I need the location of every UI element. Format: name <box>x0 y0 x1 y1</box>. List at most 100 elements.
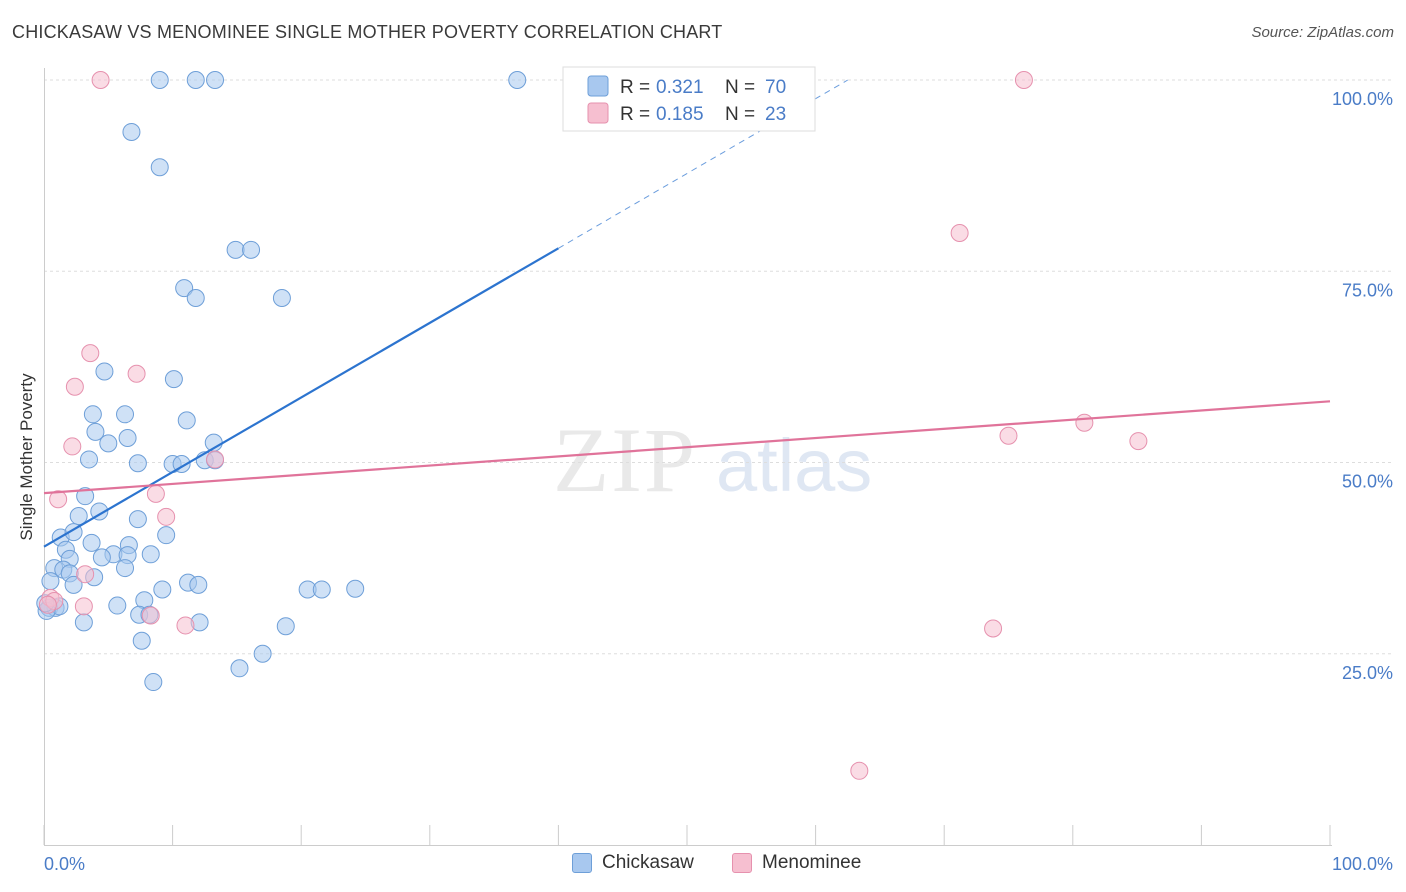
data-point-menominee <box>81 344 100 363</box>
data-point-menominee <box>157 507 176 526</box>
legend-bottom-menominee: Menominee <box>732 852 861 874</box>
legend-bottom-chickasaw: Chickasaw <box>572 852 694 874</box>
data-point-menominee <box>141 606 160 625</box>
data-point-chickasaw <box>230 659 249 678</box>
data-point-chickasaw <box>253 644 272 663</box>
legend-bottom-label: Menominee <box>762 852 862 873</box>
data-point-chickasaw <box>186 71 205 89</box>
data-point-chickasaw <box>508 71 527 89</box>
y-axis-label: Single Mother Poverty <box>17 373 36 541</box>
data-point-chickasaw <box>312 580 331 599</box>
data-point-menominee <box>950 224 969 242</box>
data-point-chickasaw <box>108 596 127 615</box>
legend-bottom-swatch <box>732 853 752 873</box>
data-point-chickasaw <box>118 429 137 448</box>
data-point-chickasaw <box>150 158 169 177</box>
data-point-chickasaw <box>150 71 169 89</box>
trend-line-chickasaw <box>43 247 559 548</box>
legend-bottom-swatch <box>572 853 592 873</box>
x-tick-label-max: 100.0% <box>1332 854 1393 874</box>
data-point-chickasaw <box>64 575 83 594</box>
data-point-chickasaw <box>132 631 151 650</box>
data-point-chickasaw <box>346 579 365 598</box>
data-point-menominee <box>76 565 95 584</box>
data-point-chickasaw <box>153 580 172 599</box>
series-menominee-points <box>38 71 1148 780</box>
data-point-chickasaw <box>144 673 163 692</box>
watermark-atlas: atlas <box>716 424 872 507</box>
legend-n-value: 23 <box>765 104 786 125</box>
trend-line-menominee <box>43 400 1331 495</box>
data-point-menominee <box>1014 71 1033 89</box>
data-point-menominee <box>49 490 68 509</box>
legend-bottom: Chickasaw Menominee <box>0 852 1406 878</box>
data-point-chickasaw <box>186 289 205 308</box>
data-point-chickasaw <box>116 405 135 424</box>
data-point-chickasaw <box>41 572 60 591</box>
data-point-menominee <box>1129 432 1148 451</box>
legend-r-value: 0.321 <box>656 77 704 98</box>
x-axis-ticks <box>43 825 1331 845</box>
y-tick-label: 75.0% <box>1342 280 1393 300</box>
data-point-chickasaw <box>164 370 183 389</box>
data-point-chickasaw <box>92 548 111 567</box>
data-point-menominee <box>850 761 869 780</box>
x-tick-label-min: 0.0% <box>44 854 85 874</box>
data-point-chickasaw <box>276 617 295 636</box>
data-point-chickasaw <box>116 559 135 578</box>
legend-n-value: 70 <box>765 77 786 98</box>
legend-r-label: R = <box>620 77 650 98</box>
y-tick-label: 50.0% <box>1342 472 1393 492</box>
gridlines <box>44 79 1392 655</box>
data-point-chickasaw <box>177 411 196 430</box>
data-point-chickasaw <box>95 362 114 381</box>
data-point-menominee <box>1075 413 1094 432</box>
legend-r-label: R = <box>620 104 650 125</box>
legend-r-value: 0.185 <box>656 104 704 125</box>
legend-top: R = 0.321 N = 70 R = 0.185 N = 23 <box>562 66 816 132</box>
data-point-menominee <box>999 426 1018 445</box>
data-point-chickasaw <box>74 613 93 632</box>
legend-swatch-chickasaw <box>587 75 609 97</box>
y-tick-label: 100.0% <box>1332 89 1393 109</box>
data-point-chickasaw <box>272 289 291 308</box>
watermark-zip: ZIP <box>553 409 697 511</box>
legend-n-label: N = <box>725 104 755 125</box>
data-point-chickasaw <box>80 450 99 469</box>
y-tick-label: 25.0% <box>1342 663 1393 683</box>
data-point-chickasaw <box>128 454 147 473</box>
data-point-menominee <box>74 597 93 616</box>
data-point-chickasaw <box>83 405 102 424</box>
data-point-chickasaw <box>141 545 160 564</box>
legend-swatch-menominee <box>587 102 609 124</box>
data-point-menominee <box>176 616 195 635</box>
watermark: ZIP atlas <box>553 409 872 511</box>
data-point-chickasaw <box>76 487 95 506</box>
legend-bottom-label: Chickasaw <box>602 852 694 873</box>
legend-n-label: N = <box>725 77 755 98</box>
data-point-chickasaw <box>128 510 147 529</box>
data-point-chickasaw <box>175 279 194 298</box>
data-point-chickasaw <box>122 123 141 142</box>
data-point-menominee <box>91 71 110 89</box>
chart-title: CHICKASAW VS MENOMINEE SINGLE MOTHER POV… <box>12 22 723 42</box>
data-point-menominee <box>38 595 57 614</box>
data-point-chickasaw <box>206 71 225 89</box>
data-point-chickasaw <box>189 575 208 594</box>
data-point-menominee <box>984 619 1003 638</box>
data-point-menominee <box>65 377 84 396</box>
data-point-menominee <box>146 484 165 503</box>
data-point-chickasaw <box>86 422 105 441</box>
data-point-chickasaw <box>82 533 101 552</box>
y-tick-labels: 25.0% 50.0% 75.0% 100.0% <box>1332 89 1393 683</box>
data-point-chickasaw <box>99 434 118 453</box>
series-chickasaw-points <box>36 71 527 692</box>
data-point-menominee <box>63 437 82 456</box>
data-point-chickasaw <box>90 502 109 521</box>
source-label: Source: ZipAtlas.com <box>1251 24 1394 41</box>
data-point-menominee <box>127 364 146 383</box>
data-point-chickasaw <box>226 240 245 259</box>
data-point-menominee <box>206 450 225 469</box>
data-point-chickasaw <box>242 240 261 259</box>
